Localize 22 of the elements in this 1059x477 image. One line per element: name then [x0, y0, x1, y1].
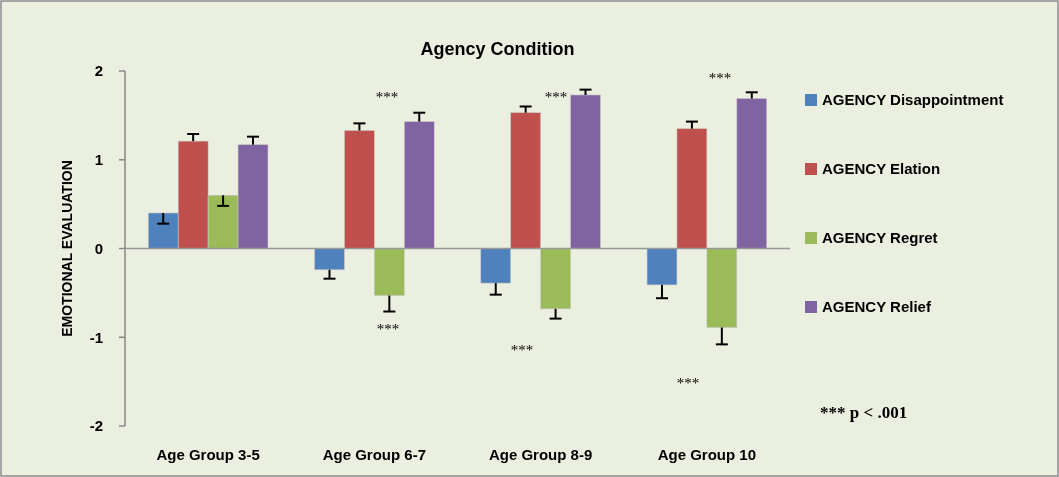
legend-label: AGENCY Regret: [822, 229, 938, 247]
x-tick-label: Age Group 6-7: [322, 446, 427, 463]
x-tick-label: Age Group 8-9: [488, 446, 593, 463]
annotation: ***: [708, 70, 732, 87]
legend-label: AGENCY Disappointment: [822, 91, 1004, 109]
chart-title: Agency Condition: [420, 39, 575, 59]
y-tick-label: -1: [89, 328, 103, 346]
legend-label: AGENCY Relief: [822, 298, 932, 316]
text: *** p < .001: [820, 403, 908, 422]
y-tick-label: 1: [94, 151, 103, 168]
annotation: ***: [544, 89, 568, 106]
annotation: ***: [376, 321, 400, 338]
x-tick-label: Age Group 3-5: [156, 446, 260, 463]
y-tick-label: -2: [89, 417, 103, 435]
annotation: ***: [375, 89, 399, 106]
x-tick-label: Age Group 10: [657, 446, 757, 463]
y-tick-label: 2: [94, 62, 103, 80]
y-axis-title: EMOTIONAL EVALUATION: [59, 160, 75, 337]
y-tick-label: 0: [94, 239, 103, 257]
annotation: ***: [510, 342, 534, 359]
annotation: ***: [676, 375, 700, 392]
legend-label: AGENCY Elation: [822, 160, 941, 178]
